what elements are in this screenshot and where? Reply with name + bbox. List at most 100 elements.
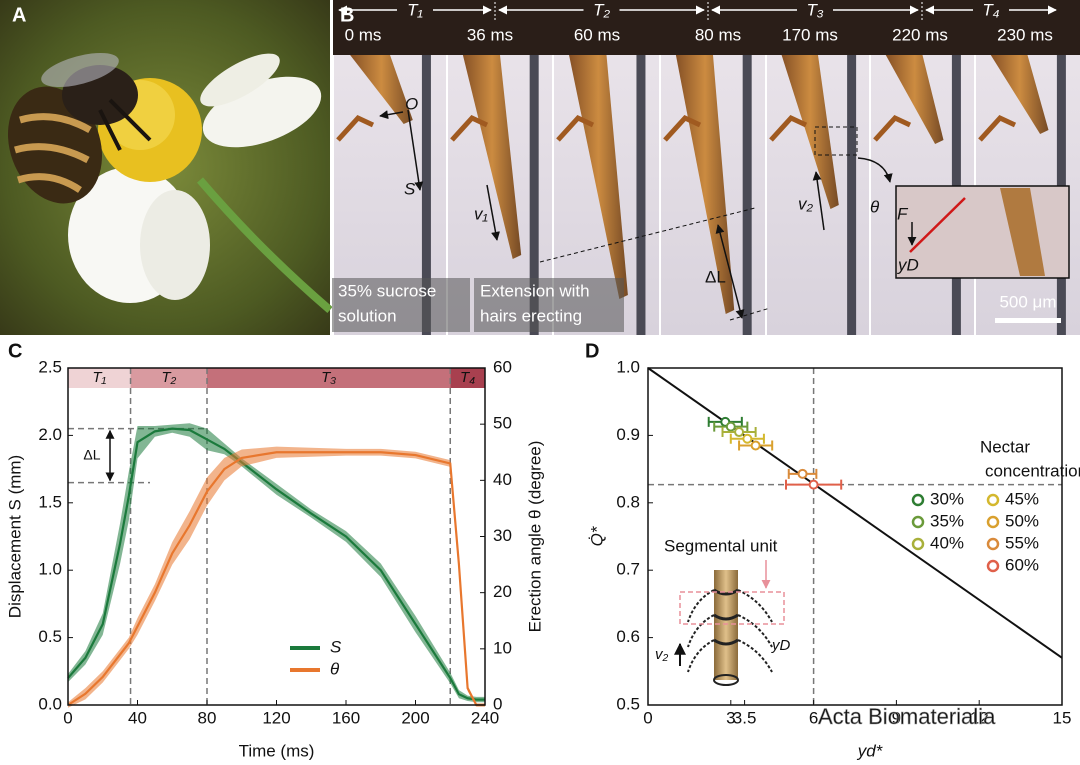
leg bbox=[769, 114, 808, 142]
chart-d: Segmental unit v₂ yD 30% 35% 40% 45% 50% 55% 60% N… bbox=[587, 357, 1080, 760]
x-tick-label: 120 bbox=[262, 708, 290, 727]
y2-tick-label: 40 bbox=[493, 470, 512, 489]
x-tick-label: 0 bbox=[643, 708, 652, 727]
frame-time: 230 ms bbox=[997, 25, 1053, 44]
caption: 35% sucrose bbox=[338, 281, 436, 300]
y-tick-label: 0.5 bbox=[38, 627, 62, 646]
post bbox=[636, 55, 646, 335]
inset-hair bbox=[687, 614, 773, 648]
displacement: S bbox=[404, 179, 416, 198]
y2-axis-title: Erection angle θ (degree) bbox=[525, 441, 544, 633]
point bbox=[725, 421, 736, 432]
y-tick-label: 0.8 bbox=[616, 492, 640, 511]
extension: ΔL bbox=[705, 267, 726, 286]
x-tick-label: 3 bbox=[726, 708, 735, 727]
annotation: ΔL bbox=[83, 446, 100, 462]
legend-label: 40% bbox=[930, 533, 964, 552]
y2-tick-label: 10 bbox=[493, 638, 512, 657]
x-axis-title: yd* bbox=[857, 741, 884, 760]
y2-tick-label: 0 bbox=[493, 694, 502, 713]
x-tick-label: 160 bbox=[332, 708, 360, 727]
x-tick-label: 80 bbox=[198, 708, 217, 727]
legend-title: concentration bbox=[985, 461, 1080, 480]
y-tick-label: 0.6 bbox=[616, 627, 640, 646]
leg bbox=[663, 114, 702, 142]
arrow bbox=[715, 224, 745, 319]
legend-title-bg bbox=[975, 458, 1060, 482]
force: F bbox=[897, 204, 909, 223]
frame-time: 60 ms bbox=[574, 25, 620, 44]
inset-hair bbox=[1000, 188, 1045, 276]
zoom-box bbox=[814, 126, 858, 156]
legend-marker bbox=[911, 537, 925, 551]
phase-label: T₃ bbox=[806, 0, 823, 19]
legend-marker bbox=[911, 493, 925, 507]
arrow bbox=[812, 171, 825, 231]
legend-marker bbox=[986, 537, 1000, 551]
post bbox=[529, 55, 539, 335]
inset-hair bbox=[687, 639, 773, 673]
x-tick-label: 240 bbox=[471, 708, 499, 727]
y2-tick-label: 30 bbox=[493, 526, 512, 545]
caption: solution bbox=[338, 306, 397, 325]
point bbox=[750, 440, 761, 451]
y-tick-label: 1.0 bbox=[616, 357, 640, 376]
inset-offset: yD bbox=[771, 637, 791, 654]
phase-label: T₃ bbox=[321, 369, 336, 386]
arrow bbox=[379, 110, 404, 120]
y2-tick-label: 50 bbox=[493, 414, 512, 433]
y-tick-label: 0.7 bbox=[616, 560, 640, 579]
phase-label: T₄ bbox=[982, 0, 999, 19]
leg bbox=[978, 114, 1017, 142]
phase-label-bg bbox=[583, 0, 620, 22]
velocity-1: v₁ bbox=[474, 204, 488, 223]
watermark: Acta Biomaterialia bbox=[818, 704, 996, 729]
y-axis-title: Displacement S (mm) bbox=[5, 455, 24, 618]
legend-marker bbox=[986, 493, 1000, 507]
y-tick-label: 1.5 bbox=[38, 492, 62, 511]
phase-label: T₁ bbox=[92, 369, 106, 386]
x-tick-label: 15 bbox=[1053, 708, 1072, 727]
inset-label: Segmental unit bbox=[664, 536, 778, 555]
tongue bbox=[990, 55, 1049, 134]
legend-label: θ bbox=[330, 659, 340, 678]
point bbox=[797, 468, 808, 479]
y-tick-label: 0.0 bbox=[38, 694, 62, 713]
x-tick-label: 200 bbox=[401, 708, 429, 727]
phase-band bbox=[130, 368, 207, 388]
y-axis-title: Q̇* bbox=[587, 525, 606, 546]
inset-hair bbox=[687, 589, 773, 623]
x-tick-label: 0 bbox=[63, 708, 72, 727]
legend-marker bbox=[986, 559, 1000, 573]
tongue bbox=[885, 55, 944, 144]
tongue bbox=[781, 55, 839, 209]
phase-label-bg bbox=[797, 0, 833, 22]
legend-label: 35% bbox=[930, 511, 964, 530]
frame-time: 80 ms bbox=[695, 25, 741, 44]
phase-label-bg bbox=[973, 0, 1009, 22]
line bbox=[67, 451, 485, 707]
legend-title: Nectar bbox=[980, 437, 1030, 456]
origin: O bbox=[405, 94, 418, 113]
inset-rod bbox=[714, 570, 738, 680]
velocity-2: v₂ bbox=[798, 194, 814, 213]
legend-label: S bbox=[330, 637, 342, 656]
x-tick-label: 40 bbox=[128, 708, 147, 727]
y-tick-label: 0.9 bbox=[616, 425, 640, 444]
tongue bbox=[462, 55, 522, 259]
arrow bbox=[407, 109, 424, 191]
fit-line bbox=[647, 367, 1063, 659]
panel-label: A bbox=[12, 4, 26, 26]
frame-time: 36 ms bbox=[467, 25, 513, 44]
caption-bg bbox=[474, 278, 624, 332]
caption: Extension with bbox=[480, 281, 590, 300]
dashed-guide bbox=[539, 207, 756, 263]
inset-rod-end bbox=[713, 674, 739, 686]
frame-time: 0 ms bbox=[345, 25, 382, 44]
phase-band bbox=[68, 368, 131, 388]
y2-tick-label: 60 bbox=[493, 357, 512, 376]
y-tick-label: 2.0 bbox=[38, 425, 62, 444]
scale-bar-label: 500 μm bbox=[999, 292, 1056, 311]
